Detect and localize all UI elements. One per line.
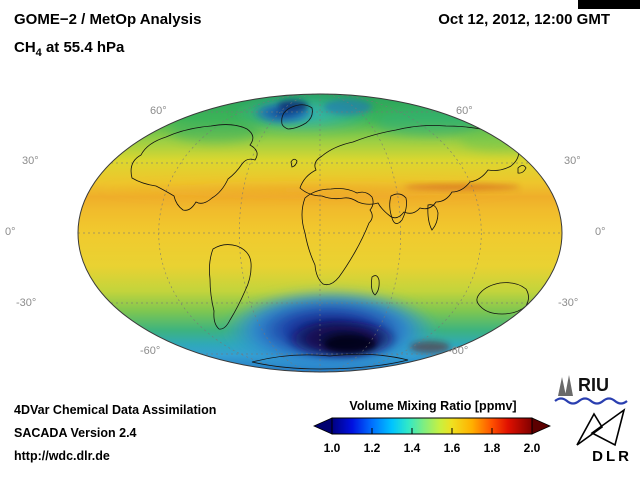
colorbar-tick-label: 1.6 [443,441,461,455]
timestamp-label: Oct 12, 2012, 12:00 GMT [438,11,610,28]
colorbar-tick-label: 1.0 [323,441,341,455]
lat-label-30n-right: 30° [564,155,581,167]
top-right-corner-bar [578,0,640,9]
lat-label-60n-left: 60° [150,105,167,117]
species-subscript: 4 [35,47,42,59]
riu-wave-icon [554,397,628,405]
riu-cathedral-icon [558,375,573,396]
credit-assimilation: 4DVar Chemical Data Assimilation [14,403,217,417]
lat-label-60s-right: -60° [448,345,469,357]
lat-label-60n-right: 60° [456,105,473,117]
colorbar [313,417,551,435]
riu-logo: RIU [554,374,636,406]
lat-label-eq-right: 0° [595,226,606,238]
level-suffix: at 55.4 hPa [41,39,125,56]
credit-version: SACADA Version 2.4 [14,426,137,440]
credit-url: http://wdc.dlr.de [14,449,110,463]
colorbar-tick-label: 1.2 [363,441,381,455]
lat-label-eq-left: 0° [5,226,16,238]
species-level-label: CH4 at 55.4 hPa [14,39,124,59]
continent-outlines [130,104,529,370]
colorbar-right-arrow [531,417,551,435]
lat-label-30s-right: -30° [558,297,579,309]
lat-label-60s-left: -60° [140,345,161,357]
colorbar-title: Volume Mixing Ratio [ppmv] [349,399,517,413]
colorbar-gradient [331,417,533,435]
dlr-logo-text: DLR [592,448,632,465]
colorbar-tick-label: 1.4 [403,441,421,455]
colorbar-ticks [331,428,533,434]
dlr-logo-icon [576,408,626,447]
lat-label-30s-left: -30° [16,297,37,309]
colorbar-tick-label: 1.8 [483,441,501,455]
colorbar-left-arrow [313,417,333,435]
species-prefix: CH [14,39,36,56]
riu-logo-text: RIU [578,375,609,395]
lat-label-30n-left: 30° [22,155,39,167]
colorbar-tick-label: 2.0 [523,441,541,455]
page-title: GOME−2 / MetOp Analysis [14,11,202,28]
map-boundary [77,93,563,373]
